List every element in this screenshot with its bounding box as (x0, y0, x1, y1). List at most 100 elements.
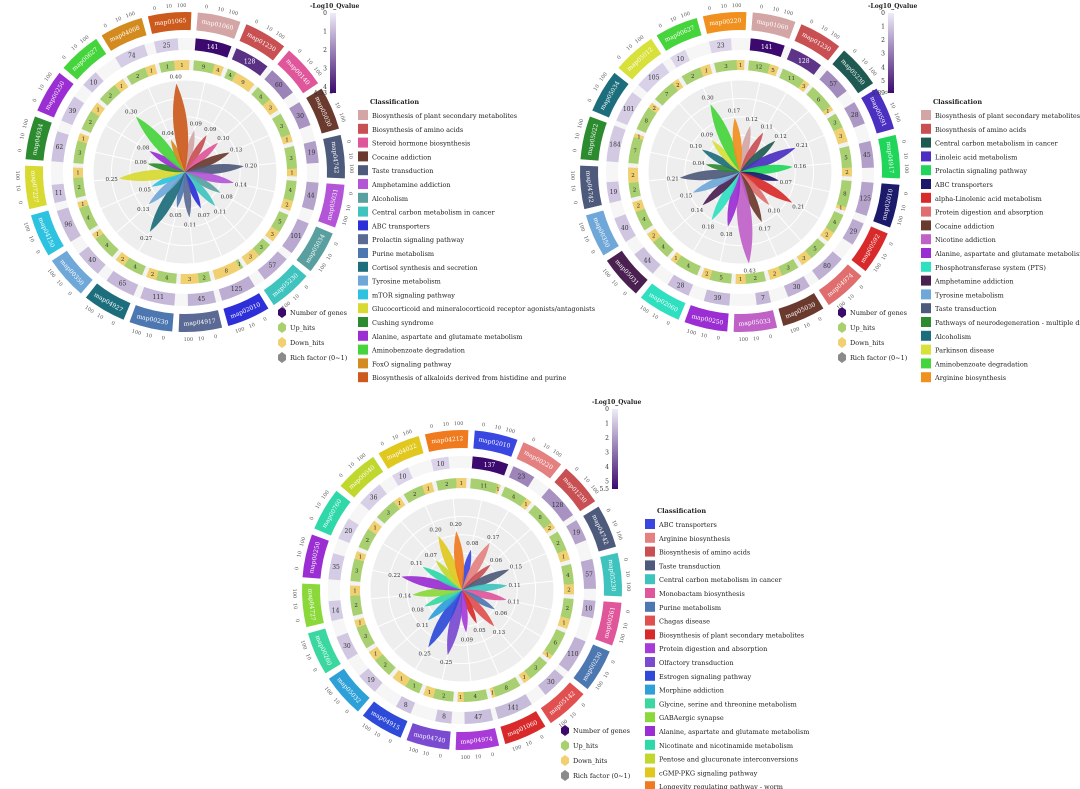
up-hits-bar (358, 528, 377, 551)
scale-tick: 10 (145, 332, 153, 339)
legend-label: Longevity regulating pathway - worm (659, 783, 783, 789)
legend-swatch (645, 670, 655, 681)
sector-band (618, 38, 662, 80)
legend-swatch (921, 248, 931, 258)
genes-bar (231, 48, 268, 76)
colorbar-tick: 5.89 (872, 90, 886, 97)
down-hits-value: 2 (652, 233, 656, 239)
legend-label: alpha-Linolenic acid metabolism (935, 195, 1042, 203)
sector-band (129, 305, 174, 332)
scale-tick: 0 (345, 139, 351, 143)
genes-value: 39 (714, 295, 722, 302)
rich-factor-value: 0.17 (487, 535, 500, 541)
legend-label: Central carbon metabolism in cancer (935, 140, 1059, 148)
rich-factor-value: 0.18 (720, 232, 733, 238)
genes-bar (56, 207, 81, 242)
rich-factor-value: 0.14 (235, 182, 248, 188)
genes-bar (435, 709, 453, 724)
track-legend-icon (561, 725, 569, 736)
rich-factor-petal (740, 147, 796, 172)
genes-bar (115, 44, 148, 68)
rich-factor-value: 0.40 (170, 74, 183, 80)
legend-swatch (358, 151, 368, 162)
genes-bar (670, 49, 690, 68)
scale-tick: 100 (873, 262, 883, 273)
scale-tick: 0 (309, 516, 316, 521)
up-hits-value: 4 (259, 94, 263, 100)
scale-tick: 100 (867, 66, 878, 77)
scale-tick: 100 (299, 640, 308, 651)
rich-factor-petal (462, 590, 496, 610)
rich-factor-value: 0.09 (204, 127, 217, 133)
genes-bar (581, 599, 596, 619)
scale-tick: 0 (161, 335, 165, 341)
track-legend-label: Up_hits (290, 324, 315, 332)
down-hits-value: 2 (652, 106, 656, 112)
scale-tick: 10 (860, 57, 869, 66)
rich-factor-value: 0.14 (399, 594, 412, 600)
sector-band (302, 583, 324, 628)
legend-swatch (358, 289, 368, 300)
scale-tick: 0 (621, 291, 627, 298)
down-hits-value: 1 (81, 202, 85, 208)
sector-band (751, 12, 796, 39)
legend-label: Biosynthesis of plant secondary metaboli… (372, 112, 517, 120)
down-hits-value: 1 (739, 63, 743, 69)
legend-label: Purine metabolism (659, 604, 721, 612)
genes-bar (616, 92, 642, 126)
up-hits-bar (805, 238, 826, 259)
scale-tick: 100 (829, 31, 840, 41)
down-hits-value: 1 (674, 256, 678, 262)
genes-bar (303, 140, 319, 164)
rich-factor-petal (736, 172, 753, 264)
rich-factor-value: 0.20 (429, 527, 442, 533)
colorbar-tick: 4.33 (314, 90, 328, 97)
down-hits-bar (146, 267, 159, 281)
up-hits-value: 4 (566, 573, 570, 579)
down-hits-value: 1 (373, 526, 377, 532)
up-hits-bar (779, 68, 805, 89)
rich-factor-petal (185, 172, 221, 193)
up-hits-bar (628, 136, 644, 164)
genes-bar (842, 218, 864, 245)
up-hits-value: 3 (786, 266, 790, 272)
up-hits-bar (350, 595, 363, 616)
sector-band (455, 728, 500, 750)
legend-label: Alanine, aspartate and glutamate metabol… (934, 250, 1080, 258)
legend-swatch (358, 220, 368, 231)
genes-bar (638, 62, 670, 93)
core-gridline (387, 515, 537, 665)
genes-bar (187, 290, 217, 306)
legend-label: Tyrosine metabolism (935, 291, 1004, 299)
genes-value: 128 (244, 58, 256, 65)
genes-value: 19 (573, 530, 581, 537)
sector-band (223, 293, 269, 327)
up-hits-value: 3 (387, 510, 391, 516)
up-hits-value: 9 (202, 65, 206, 71)
genes-bar (61, 96, 85, 126)
sector-band (314, 490, 351, 536)
track-legend-2: Number of genes Up_hits Down_hits Rich fact… (838, 307, 908, 363)
rich-factor-value: 0.17 (759, 227, 772, 233)
down-hits-value: 3 (188, 277, 192, 283)
down-hits-value: 1 (428, 690, 432, 696)
rich-factor-value: 0.15 (680, 193, 693, 199)
genes-value: 45 (863, 152, 871, 159)
rich-factor-petal (185, 142, 219, 172)
genes-bar (749, 38, 785, 57)
sector-band (473, 430, 518, 457)
up-hits-bar (635, 208, 653, 231)
genes-value: 111 (153, 294, 164, 301)
rich-factor-petal (462, 589, 507, 601)
up-hits-bar (95, 233, 119, 258)
genes-value: 74 (128, 53, 136, 60)
up-hits-value: 7 (633, 149, 637, 155)
genes-track-bg (606, 38, 874, 306)
legend-swatch (921, 192, 931, 203)
genes-bar (634, 247, 661, 274)
genes-value: 19 (610, 189, 618, 196)
down-hits-value: 9 (241, 80, 245, 86)
sector-band (684, 305, 729, 332)
up-hits-value: 2 (691, 74, 695, 80)
up-hits-bar (436, 478, 457, 491)
